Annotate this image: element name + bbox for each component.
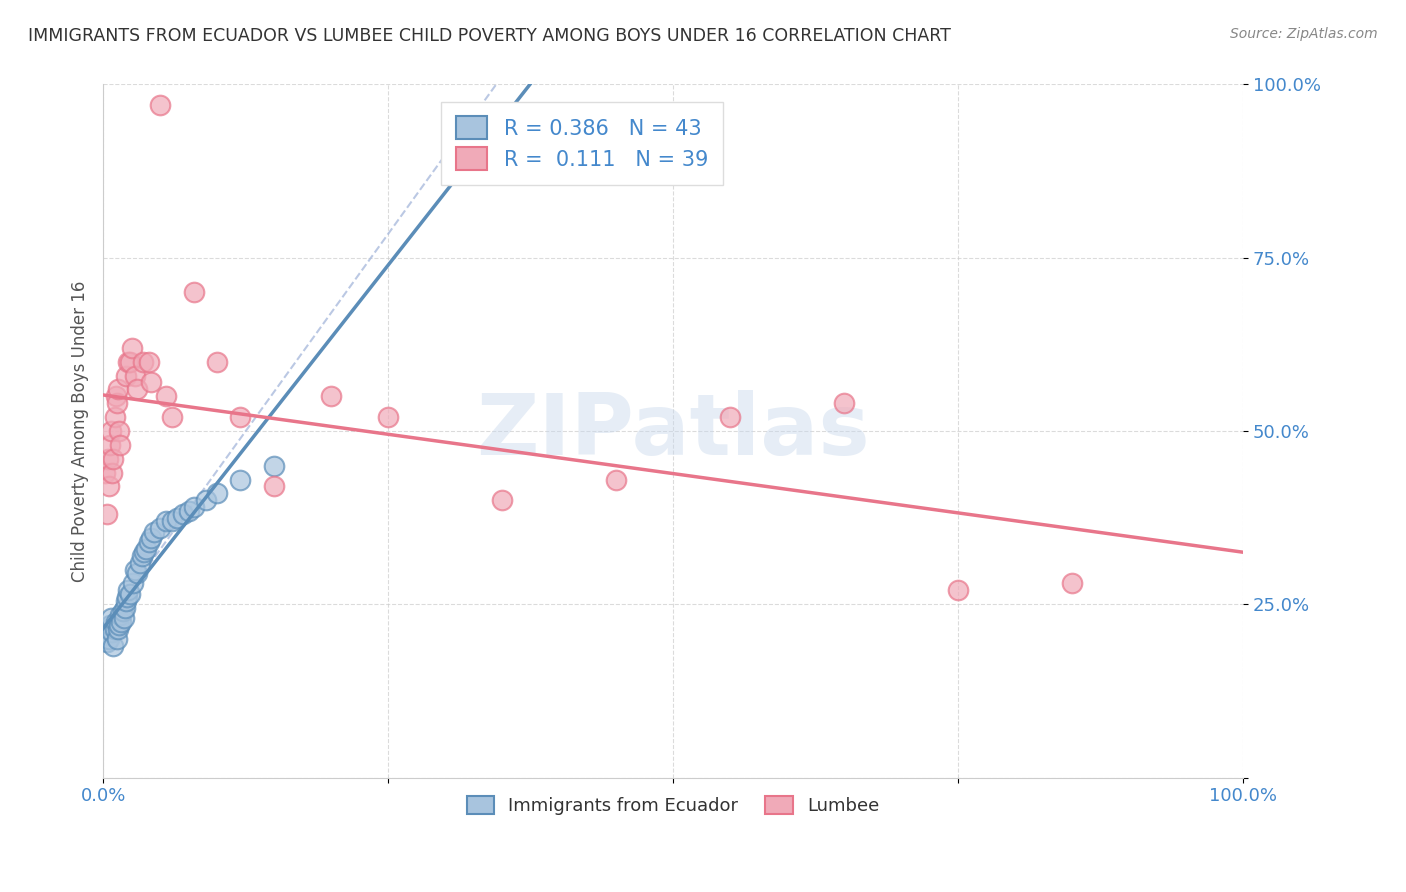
- Point: [1060, 576, 1083, 591]
- Point: [263, 479, 285, 493]
- Point: [134, 545, 156, 559]
- Point: [138, 354, 160, 368]
- Point: [103, 451, 125, 466]
- Text: Source: ZipAtlas.com: Source: ZipAtlas.com: [1230, 27, 1378, 41]
- Point: [172, 507, 194, 521]
- Point: [377, 410, 399, 425]
- Point: [138, 535, 160, 549]
- Point: [108, 618, 131, 632]
- Point: [97, 451, 120, 466]
- Point: [121, 341, 143, 355]
- Point: [128, 556, 150, 570]
- Point: [100, 424, 122, 438]
- Point: [160, 410, 183, 425]
- Point: [115, 591, 138, 605]
- Point: [105, 632, 128, 646]
- Point: [229, 473, 252, 487]
- Point: [94, 628, 117, 642]
- Point: [110, 607, 132, 622]
- Point: [100, 611, 122, 625]
- Point: [139, 376, 162, 390]
- Point: [104, 615, 127, 629]
- Point: [108, 424, 131, 438]
- Point: [103, 639, 125, 653]
- Point: [832, 396, 855, 410]
- Legend: Immigrants from Ecuador, Lumbee: Immigrants from Ecuador, Lumbee: [458, 787, 889, 824]
- Point: [94, 466, 117, 480]
- Point: [110, 438, 132, 452]
- Point: [98, 618, 121, 632]
- Point: [105, 396, 128, 410]
- Point: [605, 473, 627, 487]
- Point: [149, 98, 172, 112]
- Point: [107, 383, 129, 397]
- Point: [117, 583, 139, 598]
- Point: [97, 479, 120, 493]
- Point: [127, 383, 149, 397]
- Y-axis label: Child Poverty Among Boys Under 16: Child Poverty Among Boys Under 16: [72, 280, 89, 582]
- Point: [104, 389, 127, 403]
- Text: IMMIGRANTS FROM ECUADOR VS LUMBEE CHILD POVERTY AMONG BOYS UNDER 16 CORRELATION : IMMIGRANTS FROM ECUADOR VS LUMBEE CHILD …: [28, 27, 950, 45]
- Point: [139, 532, 162, 546]
- Point: [97, 622, 120, 636]
- Point: [121, 576, 143, 591]
- Point: [97, 632, 120, 646]
- Point: [155, 389, 177, 403]
- Point: [101, 625, 124, 640]
- Point: [103, 410, 125, 425]
- Point: [101, 466, 124, 480]
- Point: [205, 354, 228, 368]
- Point: [115, 594, 138, 608]
- Point: [491, 493, 513, 508]
- Point: [112, 611, 135, 625]
- Point: [110, 615, 132, 629]
- Point: [103, 622, 125, 636]
- Point: [143, 524, 166, 539]
- Point: [166, 510, 188, 524]
- Point: [229, 410, 252, 425]
- Point: [98, 438, 121, 452]
- Point: [107, 622, 129, 636]
- Point: [718, 410, 741, 425]
- Point: [117, 354, 139, 368]
- Text: ZIPatlas: ZIPatlas: [477, 390, 870, 473]
- Point: [183, 500, 205, 515]
- Point: [114, 600, 136, 615]
- Point: [149, 521, 172, 535]
- Point: [127, 566, 149, 580]
- Point: [155, 514, 177, 528]
- Point: [263, 458, 285, 473]
- Point: [120, 587, 142, 601]
- Point: [319, 389, 342, 403]
- Point: [135, 541, 157, 556]
- Point: [124, 368, 146, 383]
- Point: [96, 507, 118, 521]
- Point: [132, 354, 155, 368]
- Point: [194, 493, 217, 508]
- Point: [96, 635, 118, 649]
- Point: [205, 486, 228, 500]
- Point: [120, 354, 142, 368]
- Point: [946, 583, 969, 598]
- Point: [131, 549, 153, 563]
- Point: [177, 504, 200, 518]
- Point: [124, 563, 146, 577]
- Point: [115, 368, 138, 383]
- Point: [111, 604, 134, 618]
- Point: [183, 285, 205, 300]
- Point: [160, 514, 183, 528]
